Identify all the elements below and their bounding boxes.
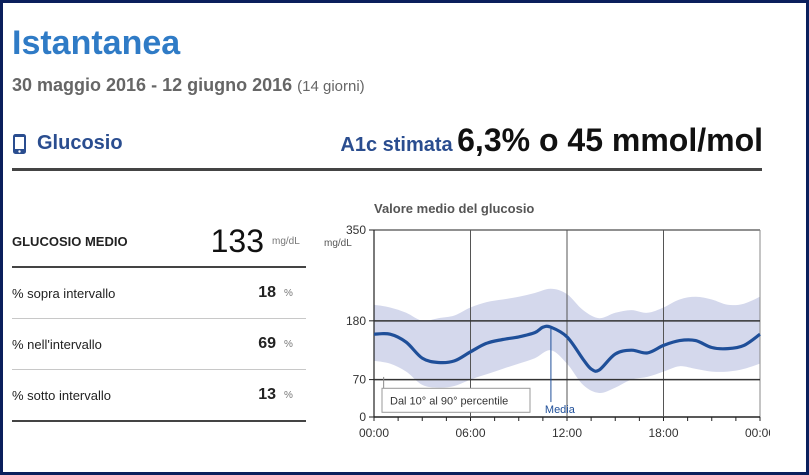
glucose-section-header: Glucosio xyxy=(12,132,123,155)
average-glucose-unit: mg/dL xyxy=(272,235,300,247)
above-range-label: % sopra intervallo xyxy=(12,285,116,301)
mean-glucose-line xyxy=(373,324,761,373)
chart-title: Valore medio del glucosio xyxy=(374,201,534,216)
x-tick-label: 06:00 xyxy=(455,426,485,440)
percentile-legend-label: Dal 10° al 90° percentile xyxy=(390,395,508,407)
y-axis-label: mg/dL xyxy=(324,238,352,249)
y-tick-label: 0 xyxy=(359,410,366,424)
below-range-value: 13 xyxy=(258,386,276,403)
glucose-stats: GLUCOSIO MEDIO 133 mg/dL % sopra interva… xyxy=(12,216,306,422)
average-glucose-label: GLUCOSIO MEDIO xyxy=(12,233,128,249)
media-label: Media xyxy=(545,404,576,416)
x-tick-label: 18:00 xyxy=(648,426,678,440)
average-glucose-value: 133 xyxy=(210,222,264,259)
date-range: 30 maggio 2016 - 12 giugno 2016 (14 gior… xyxy=(12,75,365,96)
above-range-value: 18 xyxy=(258,284,276,301)
below-range-label: % sotto intervallo xyxy=(12,387,111,403)
y-tick-label: 70 xyxy=(353,373,367,387)
x-tick-label: 00:00 xyxy=(745,426,770,440)
average-glucose-row: GLUCOSIO MEDIO 133 mg/dL xyxy=(12,216,306,268)
above-range-unit: % xyxy=(284,287,293,299)
y-tick-label: 350 xyxy=(346,223,366,237)
below-range-row: % sotto intervallo 13 % xyxy=(12,370,306,422)
phone-icon xyxy=(13,133,26,154)
in-range-unit: % xyxy=(284,338,293,350)
x-tick-label: 00:00 xyxy=(359,426,389,440)
in-range-row: % nell'intervallo 69 % xyxy=(12,319,306,370)
x-tick-label: 12:00 xyxy=(552,426,582,440)
date-range-text: 30 maggio 2016 - 12 giugno 2016 xyxy=(12,75,293,95)
percentile-legend-box xyxy=(381,387,531,413)
in-range-label: % nell'intervallo xyxy=(12,336,102,352)
in-range-value: 69 xyxy=(258,335,276,352)
y-tick-label: 180 xyxy=(346,314,366,328)
average-glucose-chart: Valore medio del glucosio mg/dL 350 180 70… xyxy=(324,201,770,440)
page-title: Istantanea xyxy=(12,24,181,62)
a1c-label: A1c stimata xyxy=(340,134,453,156)
glucose-title: Glucosio xyxy=(37,132,123,154)
a1c-estimate: A1c stimata 6,3% o 45 mmol/mol xyxy=(340,122,763,159)
header-divider xyxy=(12,168,762,171)
days-count: (14 giorni) xyxy=(297,78,365,95)
above-range-row: % sopra intervallo 18 % xyxy=(12,268,306,319)
below-range-unit: % xyxy=(284,389,293,401)
a1c-value: 6,3% o 45 mmol/mol xyxy=(457,122,763,158)
